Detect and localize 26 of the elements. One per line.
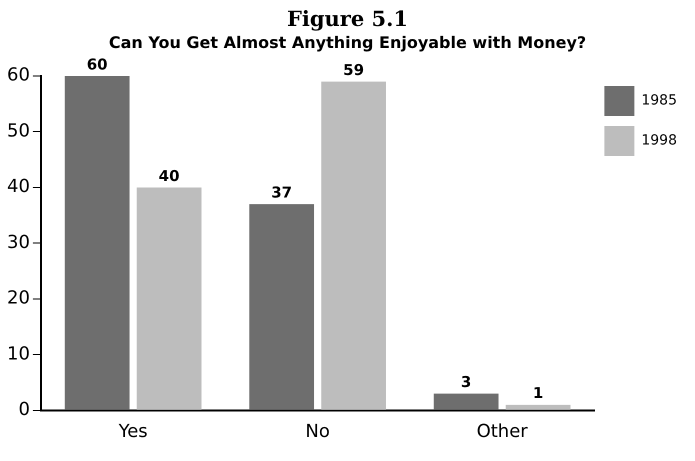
data-label: 3 <box>460 373 472 392</box>
y-tick-label: 30 <box>7 232 30 253</box>
y-tick-label: 40 <box>7 176 30 198</box>
bar <box>506 404 570 410</box>
x-tick-label: Other <box>476 420 528 442</box>
data-label: 40 <box>158 166 180 185</box>
data-label: 1 <box>532 384 544 402</box>
y-tick-label: 20 <box>7 288 30 309</box>
bar <box>64 76 130 410</box>
chart-title: Figure 5.1 <box>286 6 410 31</box>
y-tick-label: 60 <box>7 64 30 86</box>
legend-label: 1985 <box>641 92 678 109</box>
bar <box>321 82 386 410</box>
bar <box>249 204 314 410</box>
data-label: 37 <box>271 184 292 202</box>
y-tick-label: 50 <box>7 120 30 142</box>
chart-subtitle: Can You Get Almost Anything Enjoyable with Money? <box>108 33 588 52</box>
bar <box>136 187 202 410</box>
bar <box>434 394 499 410</box>
data-label: 60 <box>86 55 108 74</box>
x-tick-label: No <box>305 420 330 442</box>
legend-label: 1998 <box>641 132 678 149</box>
y-tick-label: 0 <box>18 399 30 420</box>
y-tick-label: 10 <box>7 343 30 364</box>
x-tick-label: Yes <box>118 420 148 442</box>
data-label: 59 <box>343 60 364 79</box>
